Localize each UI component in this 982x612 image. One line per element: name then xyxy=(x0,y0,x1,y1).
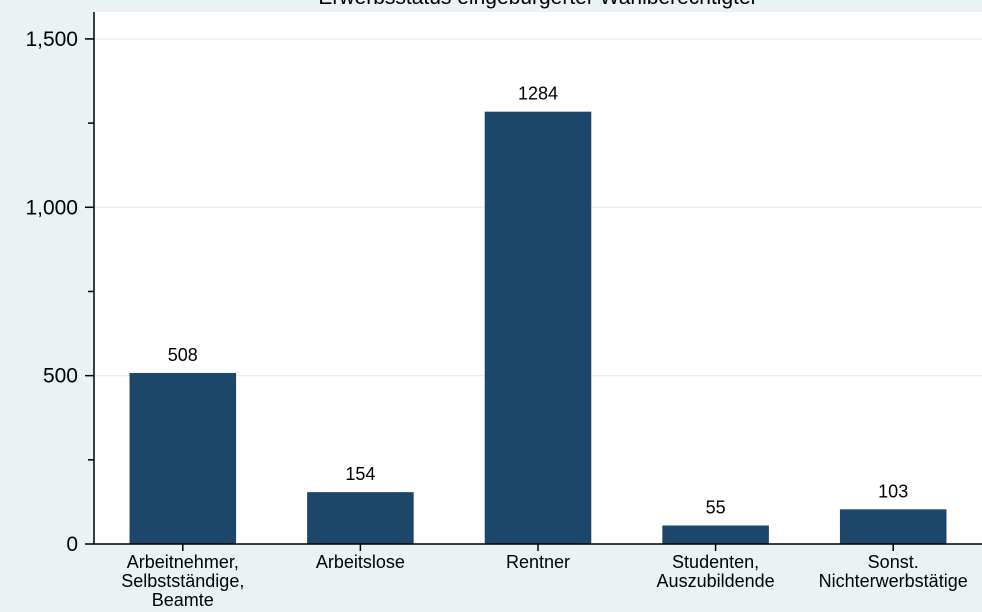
chart-title: Erwerbsstatus eingebürgerter Wahlberecht… xyxy=(318,0,757,9)
x-tick-label-2: Rentner xyxy=(506,552,570,572)
bar-2 xyxy=(484,111,592,544)
bars xyxy=(129,111,947,544)
y-tick-label-2: 1,000 xyxy=(25,196,78,219)
x-tick-label-line: Sonst. xyxy=(868,552,919,572)
y-tick-label-0: 0 xyxy=(66,533,78,556)
data-label-0: 508 xyxy=(168,345,198,365)
x-tick-label-line: Selbstständige, xyxy=(121,571,244,591)
data-labels: 508 154 1284 55 103 xyxy=(168,84,908,518)
data-label-3: 55 xyxy=(706,497,726,517)
x-tick-label-line: Beamte xyxy=(152,590,214,610)
x-tick-label-0: Arbeitnehmer, Selbstständige, Beamte xyxy=(121,552,244,610)
y-tick-label-3: 1,500 xyxy=(25,28,78,51)
x-axis: Arbeitnehmer, Selbstständige, BeamteArbeit… xyxy=(94,543,982,610)
x-tick-label-line: Nichterwerbstätige xyxy=(819,571,968,591)
x-tick-label-3: Studenten, Auszubildende xyxy=(657,552,775,591)
bar-3 xyxy=(662,525,769,544)
bar-1 xyxy=(307,492,414,544)
bar-0 xyxy=(129,372,237,544)
x-tick-label-4: Sonst. Nichterwerbstätige xyxy=(819,552,968,591)
y-tick-label-1: 500 xyxy=(43,365,78,388)
x-tick-label-line: Arbeitnehmer, xyxy=(127,552,239,572)
data-label-2: 1284 xyxy=(518,84,558,104)
y-axis: 0 500 1,000 1,500 xyxy=(25,12,95,556)
x-tick-label-line: Studenten, xyxy=(672,552,759,572)
x-tick-label-line: Rentner xyxy=(506,552,570,572)
bar-4 xyxy=(839,509,947,544)
data-label-1: 154 xyxy=(345,464,375,484)
x-tick-label-1: Arbeitslose xyxy=(316,552,405,572)
x-tick-label-line: Auszubildende xyxy=(657,571,775,591)
data-label-4: 103 xyxy=(878,481,908,501)
x-tick-label-line: Arbeitslose xyxy=(316,552,405,572)
